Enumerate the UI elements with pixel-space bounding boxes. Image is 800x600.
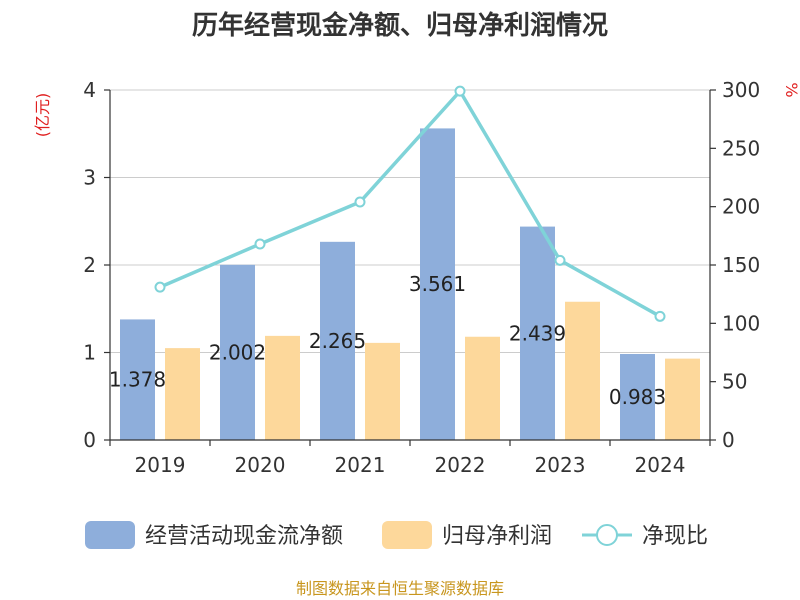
- cashflow-data-label: 1.378: [109, 368, 166, 392]
- cashflow-data-label: 3.561: [409, 272, 466, 296]
- x-tick-label: 2021: [335, 453, 386, 477]
- netprofit-bar: [165, 348, 200, 440]
- cashflow-bar: [420, 128, 455, 440]
- right-tick-label: 100: [722, 311, 760, 335]
- x-tick-label: 2023: [535, 453, 586, 477]
- netprofit-bar: [265, 335, 300, 440]
- cashflow-data-label: 0.983: [609, 385, 666, 409]
- right-tick-label: 200: [722, 195, 760, 219]
- legend-label-cashflow: 经营活动现金流净额: [145, 524, 343, 549]
- cashflow-bar: [320, 241, 355, 440]
- cashflow-data-label: 2.265: [309, 329, 366, 353]
- right-tick-label: 250: [722, 136, 760, 160]
- legend-swatch-cashflow: [85, 521, 135, 549]
- legend-label-ratio: 净现比: [642, 524, 708, 549]
- line-layer: [154, 85, 666, 322]
- legend-label-netprofit: 归母净利润: [442, 524, 552, 549]
- ratio-point: [354, 196, 366, 208]
- ratio-point: [154, 281, 166, 293]
- left-tick-label: 4: [83, 78, 96, 102]
- left-axis-unit: (亿元): [33, 93, 52, 138]
- netprofit-bar: [465, 336, 500, 440]
- netprofit-bar: [565, 301, 600, 440]
- ratio-point: [454, 85, 466, 97]
- x-tick-label: 2024: [635, 453, 686, 477]
- legend-swatch-netprofit: [382, 521, 432, 549]
- right-tick-label: 50: [722, 370, 747, 394]
- left-tick-label: 0: [83, 428, 96, 452]
- ratio-line: [159, 88, 661, 318]
- right-tick-label: 0: [722, 428, 735, 452]
- cashflow-data-label: 2.002: [209, 340, 266, 364]
- x-tick-label: 2019: [135, 453, 186, 477]
- right-tick-label: 150: [722, 253, 760, 277]
- ratio-point: [654, 310, 666, 322]
- netprofit-bar: [365, 342, 400, 440]
- netprofit-bar: [665, 358, 700, 440]
- x-tick-label: 2020: [235, 453, 286, 477]
- cashflow-bar: [220, 264, 255, 440]
- ratio-point: [554, 254, 566, 266]
- chart-title: 历年经营现金净额、归母净利润情况: [192, 10, 608, 41]
- cashflow-bar: [620, 353, 655, 440]
- legend-swatch-ratio-marker: [596, 524, 618, 546]
- left-tick-label: 1: [83, 341, 96, 365]
- right-axis-unit: %: [782, 82, 800, 97]
- x-tick-label: 2022: [435, 453, 486, 477]
- legend: 经营活动现金流净额 归母净利润 净现比: [85, 521, 708, 549]
- axis-layer: 0 1 2 3 4 0 50 100 150 200 250 300 (亿元)% 2019 2020 2021…: [33, 78, 800, 477]
- left-tick-label: 2: [83, 253, 96, 277]
- left-tick-label: 3: [83, 166, 96, 190]
- right-tick-label: 300: [722, 78, 760, 102]
- cashflow-bar: [520, 226, 555, 440]
- bar-layer: [120, 128, 700, 440]
- cashflow-bar: [120, 319, 155, 440]
- ratio-point: [254, 238, 266, 250]
- cashflow-data-label: 2.439: [509, 321, 566, 345]
- label-layer: 1.378 2.002 2.265 3.561 2.439 0.983: [109, 272, 666, 409]
- source-note: 制图数据来自恒生聚源数据库: [296, 579, 504, 598]
